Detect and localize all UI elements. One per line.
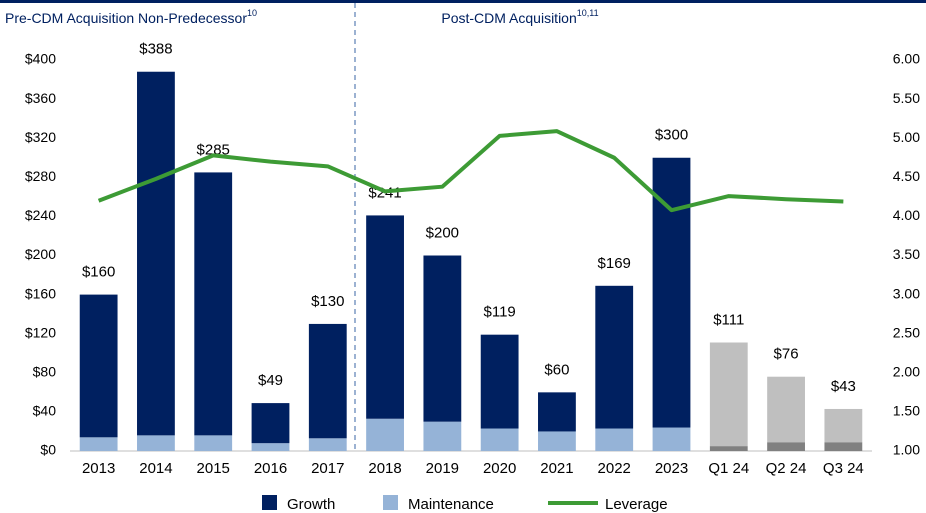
y2-tick-label: 5.50 xyxy=(893,90,920,106)
bar-segment xyxy=(538,431,576,451)
x-tick-label: 2018 xyxy=(368,460,401,477)
bar-segment xyxy=(308,438,347,451)
y-tick-label: $160 xyxy=(25,285,56,301)
x-tick-label: 2013 xyxy=(82,460,115,477)
y2-tick-label: 4.00 xyxy=(893,207,920,223)
total-label: $300 xyxy=(655,127,688,144)
bar-segment xyxy=(251,443,290,451)
bar-segment xyxy=(79,294,118,438)
y2-tick-label: 3.00 xyxy=(893,285,920,301)
bar-segment xyxy=(366,418,404,451)
bar-segment xyxy=(538,392,576,432)
bar-segment xyxy=(767,442,805,451)
x-tick-label: 2021 xyxy=(540,460,573,477)
section-header-text: Post-CDM Acquisition xyxy=(441,10,576,26)
section-header-text: Pre-CDM Acquisition Non-Predecessor xyxy=(5,10,247,26)
y2-tick-label: 4.50 xyxy=(893,168,920,184)
bar-segment xyxy=(194,172,233,436)
total-label: $49 xyxy=(258,372,283,389)
x-tick-label: 2023 xyxy=(655,460,688,477)
section-header-sup: 10,11 xyxy=(577,8,599,18)
bar-segment xyxy=(480,428,519,451)
total-label: $119 xyxy=(484,304,516,321)
y-tick-label: $280 xyxy=(25,168,56,184)
bar-segment xyxy=(423,421,462,451)
bar-segment xyxy=(709,446,748,451)
legend-label: Maintenance xyxy=(408,496,494,513)
y-tick-label: $0 xyxy=(40,442,56,458)
total-label: $169 xyxy=(598,255,631,272)
y-tick-label: $200 xyxy=(25,246,56,262)
total-label: $200 xyxy=(426,224,459,241)
total-label: $388 xyxy=(139,41,172,58)
y-tick-label: $40 xyxy=(33,403,57,419)
bar-segment xyxy=(308,323,347,439)
bar-segment xyxy=(251,403,290,444)
x-tick-label: 2015 xyxy=(197,460,230,477)
bar-segment xyxy=(824,442,863,451)
legend-label: Growth xyxy=(287,496,335,513)
section-header: Post-CDM Acquisition10,11 xyxy=(441,8,598,25)
y2-tick-label: 3.50 xyxy=(893,246,920,262)
bar-segment xyxy=(709,342,748,447)
y-tick-label: $120 xyxy=(25,324,56,340)
x-tick-label: 2019 xyxy=(426,460,459,477)
y2-tick-label: 5.00 xyxy=(893,129,920,145)
bar-segment xyxy=(137,435,175,451)
section-header: Pre-CDM Acquisition Non-Predecessor10 xyxy=(5,8,257,25)
y-tick-label: $400 xyxy=(25,51,56,67)
x-tick-label: Q1 24 xyxy=(708,460,749,477)
y2-tick-label: 1.00 xyxy=(893,442,920,458)
x-tick-label: 2014 xyxy=(139,460,172,477)
x-tick-label: 2016 xyxy=(254,460,287,477)
y-tick-label: $320 xyxy=(25,129,56,145)
bar-segment xyxy=(79,437,118,451)
total-label: $76 xyxy=(774,346,799,363)
leverage-line xyxy=(97,129,844,213)
total-label: $43 xyxy=(831,378,856,395)
total-label: $285 xyxy=(197,141,230,158)
top-rule xyxy=(0,0,926,3)
bar-segment xyxy=(480,334,519,429)
bar-segment xyxy=(194,435,233,451)
legend-label: Leverage xyxy=(605,496,668,513)
legend-swatch xyxy=(262,495,277,510)
bar-segment xyxy=(423,255,462,422)
bar-segment xyxy=(652,157,691,428)
bar-segment xyxy=(595,285,634,429)
legend-swatch xyxy=(383,495,398,510)
y2-tick-label: 1.50 xyxy=(893,403,920,419)
bar-segment xyxy=(824,408,863,443)
y2-tick-label: 6.00 xyxy=(893,51,920,67)
y-tick-label: $360 xyxy=(25,90,56,106)
y-tick-label: $240 xyxy=(25,207,56,223)
total-label: $160 xyxy=(82,264,115,281)
total-label: $111 xyxy=(713,311,744,328)
x-tick-label: 2020 xyxy=(483,460,516,477)
x-tick-label: 2017 xyxy=(311,460,344,477)
bar-segment xyxy=(652,427,691,451)
section-header-sup: 10 xyxy=(247,8,257,18)
x-tick-label: Q2 24 xyxy=(766,460,807,477)
bar-segment xyxy=(137,71,175,436)
y2-tick-label: 2.50 xyxy=(893,324,920,340)
y-tick-label: $80 xyxy=(33,364,57,380)
x-tick-label: Q3 24 xyxy=(823,460,864,477)
y2-tick-label: 2.00 xyxy=(893,364,920,380)
total-label: $60 xyxy=(544,361,569,378)
bar-segment xyxy=(366,215,404,419)
x-tick-label: 2022 xyxy=(598,460,631,477)
bar-segment xyxy=(767,376,805,443)
total-label: $130 xyxy=(311,293,344,310)
bar-segment xyxy=(595,428,634,451)
